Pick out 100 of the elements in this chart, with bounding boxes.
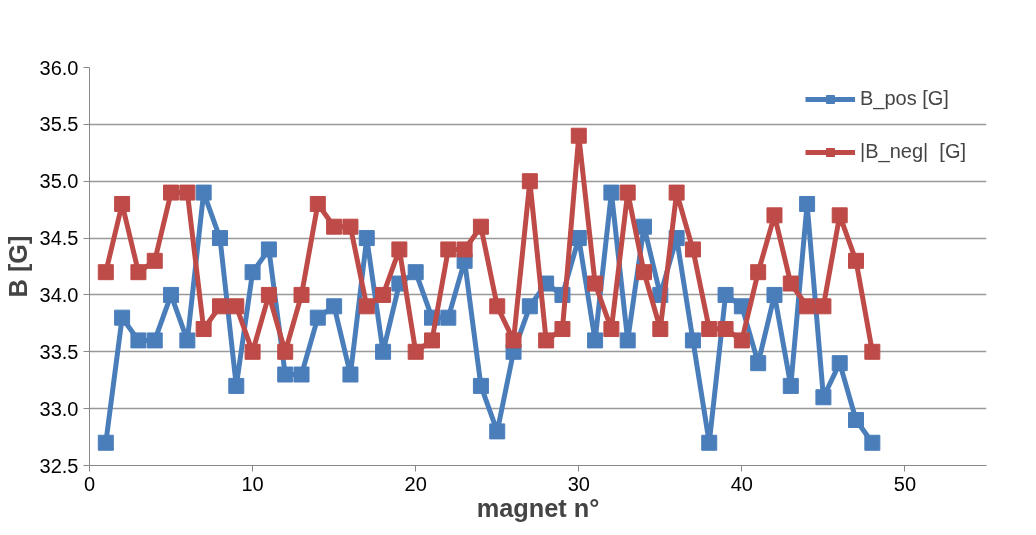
point (179, 332, 196, 349)
point (244, 264, 261, 281)
y-tick-label: 33.5 (39, 340, 79, 363)
point (864, 343, 881, 360)
point (521, 173, 538, 190)
point (244, 343, 261, 360)
point (195, 184, 212, 201)
legend-label: |B_neg| [G] (859, 140, 966, 163)
point (211, 230, 228, 247)
point (326, 298, 343, 315)
point (407, 264, 424, 281)
x-tick-label: 0 (83, 472, 96, 495)
point (472, 377, 489, 394)
point (326, 218, 343, 235)
point (766, 207, 783, 224)
point (717, 321, 734, 338)
point (750, 355, 767, 372)
point (587, 332, 604, 349)
point (848, 412, 865, 429)
x-tick-label: 30 (567, 472, 590, 495)
point (750, 264, 767, 281)
point (472, 218, 489, 235)
point (456, 241, 473, 258)
point (260, 241, 277, 258)
point (423, 332, 440, 349)
point (684, 241, 701, 258)
point (636, 264, 653, 281)
point (228, 298, 245, 315)
y-tick-label: 36.0 (39, 56, 79, 79)
x-tick-label: 20 (404, 472, 427, 495)
y-axis-title: B [G] (3, 235, 32, 298)
point (146, 332, 163, 349)
legend-label: B_pos [G] (859, 87, 949, 110)
point (97, 434, 114, 451)
point (407, 343, 424, 360)
point (277, 343, 294, 360)
point (277, 366, 294, 383)
point (391, 241, 408, 258)
point (668, 184, 685, 201)
point (309, 195, 326, 212)
point (358, 230, 375, 247)
x-tick-label: 40 (730, 472, 753, 495)
point (114, 195, 131, 212)
point (782, 377, 799, 394)
point (163, 286, 180, 303)
y-tick-label: 34.5 (39, 227, 79, 250)
point (342, 218, 359, 235)
point (211, 298, 228, 315)
point (163, 184, 180, 201)
point (766, 286, 783, 303)
point (130, 332, 147, 349)
point (505, 332, 522, 349)
point (440, 309, 457, 326)
point (701, 434, 718, 451)
point (130, 264, 147, 281)
point (701, 321, 718, 338)
point (652, 321, 669, 338)
point (603, 184, 620, 201)
y-tick-label: 35.0 (39, 170, 79, 193)
point (195, 321, 212, 338)
point (309, 309, 326, 326)
point (375, 343, 392, 360)
point (831, 355, 848, 372)
point (570, 127, 587, 144)
y-tick-label: 35.5 (39, 113, 79, 136)
point (864, 434, 881, 451)
point (782, 275, 799, 292)
point (831, 207, 848, 224)
point (146, 252, 163, 269)
point (848, 252, 865, 269)
point (717, 286, 734, 303)
x-axis-title: magnet n° (476, 493, 600, 522)
point (293, 286, 310, 303)
point (260, 286, 277, 303)
point (358, 298, 375, 315)
x-tick-label: 50 (893, 472, 917, 495)
point (179, 184, 196, 201)
point (228, 377, 245, 394)
point (815, 298, 832, 315)
point (799, 298, 816, 315)
x-tick-label: 10 (241, 472, 264, 495)
y-tick-label: 32.5 (39, 454, 79, 477)
point (684, 332, 701, 349)
point (603, 321, 620, 338)
y-tick-label: 33.0 (39, 397, 79, 420)
point (489, 423, 506, 440)
point (587, 275, 604, 292)
point (489, 298, 506, 315)
point (538, 332, 555, 349)
point (636, 218, 653, 235)
point (375, 286, 392, 303)
y-tick-label: 34.0 (39, 283, 79, 306)
point (554, 321, 571, 338)
point (293, 366, 310, 383)
point (799, 195, 816, 212)
point (440, 241, 457, 258)
point (342, 366, 359, 383)
point (815, 389, 832, 406)
point (114, 309, 131, 326)
point (619, 332, 636, 349)
